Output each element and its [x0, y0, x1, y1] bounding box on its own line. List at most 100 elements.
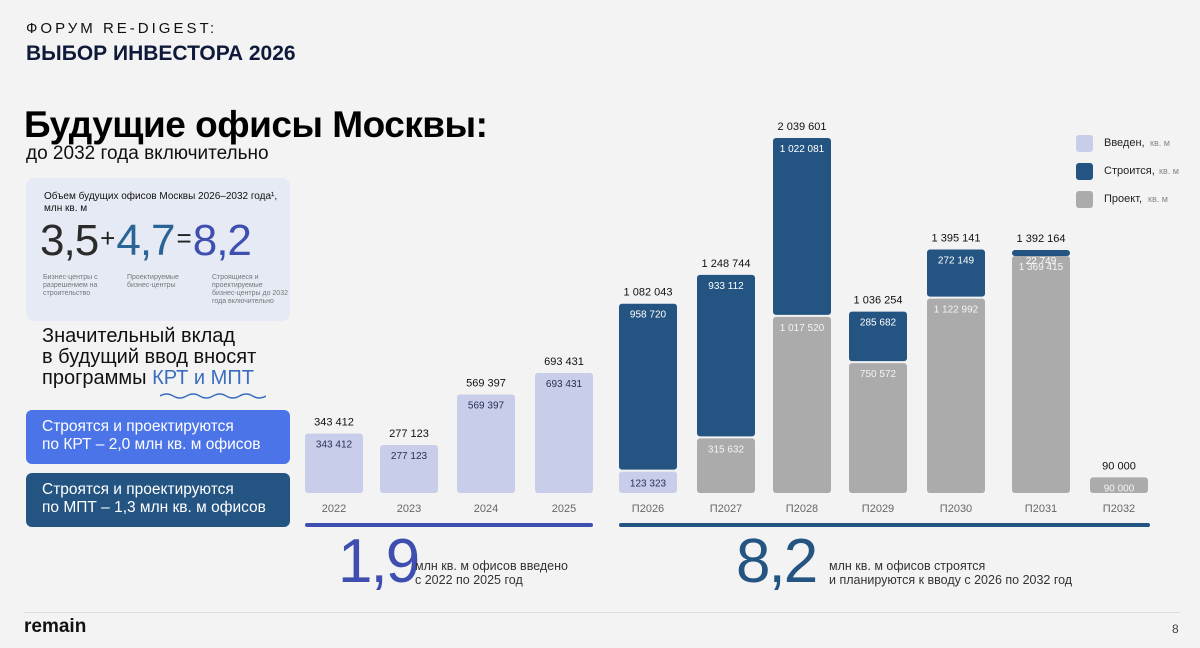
period-line-planned [619, 523, 1150, 527]
page-number: 8 [1172, 622, 1179, 636]
bar-строится-П2030 [927, 249, 985, 297]
contribution-line-3: программы КРТ и МПТ [42, 368, 256, 389]
bar-проект-П2032 [1090, 477, 1148, 493]
legend-swatch-project [1076, 191, 1093, 208]
total-label-2025: 693 431 [544, 356, 584, 368]
volume-caption-total: Строящиеся и проектируемые бизнес-центры… [212, 274, 288, 305]
remain-logo: remain [24, 616, 87, 637]
legend-label-project: Проект, [1104, 193, 1143, 205]
bar-label-П2032-1: 90 000 [1104, 483, 1135, 494]
bar-введен-П2026 [619, 471, 677, 493]
category-label-П2032: П2032 [1103, 503, 1135, 515]
mpt-pill: Строятся и проектируются по МПТ – 1,3 мл… [26, 473, 290, 527]
volume-caption-permits: Бизнес-центры с разрешением на строитель… [43, 274, 98, 297]
legend-swatch-built [1076, 135, 1093, 152]
total-label-2022: 343 412 [314, 417, 354, 429]
summary-left-line-1: млн кв. м офисов введено [415, 559, 568, 573]
bar-label-2025-0: 693 431 [546, 379, 583, 390]
legend-item-construction: Строится, кв. м [1076, 163, 1196, 191]
summary-right-line-1: млн кв. м офисов строятся [829, 559, 986, 573]
bar-label-П2030-1: 1 122 992 [934, 305, 979, 316]
bar-проект-П2027 [697, 438, 755, 493]
legend-unit-built: кв. м [1150, 138, 1170, 148]
mpt-pill-line-2: по МПТ – 1,3 млн кв. м офисов [42, 499, 266, 516]
bar-label-П2026-2: 958 720 [630, 310, 667, 321]
equals-sign: = [176, 223, 192, 253]
bar-label-П2028-1: 1 017 520 [780, 323, 825, 334]
summary-right-text: млн кв. м офисов строятся и планируются … [829, 559, 1072, 587]
summary-right-line-2: и планируются к вводу с 2026 по 2032 год [829, 573, 1073, 587]
volume-value-total: 8,2 [192, 216, 252, 265]
total-label-П2029: 1 036 254 [854, 295, 903, 307]
volume-card-unit: млн кв. м [44, 203, 88, 214]
category-label-2023: 2023 [397, 503, 421, 515]
category-label-2025: 2025 [552, 503, 576, 515]
bar-label-П2027-2: 933 112 [708, 281, 744, 292]
legend-label-construction: Строится, [1104, 165, 1155, 177]
krt-pill: Строятся и проектируются по КРТ – 2,0 мл… [26, 410, 290, 464]
bar-строится-П2028 [773, 138, 831, 315]
legend-item-built: Введен, кв. м [1076, 135, 1196, 163]
category-label-П2029: П2029 [862, 503, 894, 515]
bar-проект-П2031 [1012, 255, 1070, 493]
summary-left-text: млн кв. м офисов введено с 2022 по 2025 … [415, 559, 568, 587]
bar-введен-2024 [457, 394, 515, 493]
volume-value-permits: 3,5 [40, 216, 99, 265]
total-label-П2031: 1 392 164 [1017, 233, 1066, 245]
category-label-П2027: П2027 [710, 503, 742, 515]
volume-value-projected: 4,7 [116, 216, 175, 265]
bar-label-П2027-1: 315 632 [708, 444, 745, 455]
bar-label-П2029-1: 750 572 [860, 369, 897, 380]
krt-pill-line-1: Строятся и проектируются [42, 418, 234, 435]
total-label-2023: 277 123 [389, 428, 429, 440]
contribution-prefix: программы [42, 367, 153, 389]
bar-label-П2026-0: 123 323 [630, 478, 667, 489]
bar-label-П2031-2: 22 749 [1026, 256, 1057, 267]
category-label-П2028: П2028 [786, 503, 818, 515]
legend-item-project: Проект, кв. м [1076, 191, 1196, 219]
bar-введен-2023 [380, 445, 438, 493]
summary-right-value: 8,2 [736, 527, 818, 596]
legend-unit-project: кв. м [1148, 194, 1168, 204]
bar-строится-П2029 [849, 311, 907, 362]
footer-divider [24, 612, 1180, 613]
total-label-П2026: 1 082 043 [624, 287, 673, 299]
page-subtitle: до 2032 года включительно [26, 143, 269, 164]
category-label-П2031: П2031 [1025, 503, 1057, 515]
contribution-highlight: КРТ и МПТ [152, 367, 254, 389]
total-label-П2030: 1 395 141 [932, 233, 981, 245]
bar-label-П2030-2: 272 149 [938, 256, 975, 267]
category-label-2024: 2024 [474, 503, 498, 515]
page-title: Будущие офисы Москвы: [24, 104, 488, 145]
legend-unit-construction: кв. м [1159, 166, 1179, 176]
wave-underline-icon [160, 393, 266, 399]
bar-строится-П2027 [697, 274, 755, 437]
bar-label-2023-0: 277 123 [391, 451, 428, 462]
category-label-2022: 2022 [322, 503, 346, 515]
bar-введен-2025 [535, 372, 593, 493]
mpt-pill-line-1: Строятся и проектируются [42, 481, 234, 498]
volume-card-title-text: Объем будущих офисов Москвы 2026–2032 го… [44, 191, 278, 202]
bar-label-П2031-1: 1 369 415 [1019, 262, 1064, 273]
bar-label-2022-0: 343 412 [316, 440, 353, 451]
total-label-П2032: 90 000 [1102, 460, 1136, 472]
bar-label-П2028-2: 1 022 081 [780, 144, 825, 155]
summary-left-value: 1,9 [338, 527, 420, 596]
legend-label-built: Введен, [1104, 137, 1145, 149]
total-label-2024: 569 397 [466, 377, 506, 389]
bar-label-2024-0: 569 397 [468, 400, 505, 411]
bar-строится-П2031 [1012, 250, 1070, 257]
bar-проект-П2030 [927, 298, 985, 493]
period-line-built [305, 523, 593, 527]
volume-card: Объем будущих офисов Москвы 2026–2032 го… [26, 178, 290, 321]
volume-card-title: Объем будущих офисов Москвы 2026–2032 го… [44, 191, 284, 215]
bar-строится-П2026 [619, 303, 677, 470]
bar-введен-2022 [305, 433, 363, 493]
category-label-П2030: П2030 [940, 503, 972, 515]
volume-caption-projected: Проектируемые бизнес-центры [127, 274, 179, 289]
volume-equation: 3,5+4,7=8,2 [40, 216, 252, 266]
krt-pill-line-2: по КРТ – 2,0 млн кв. м офисов [42, 436, 261, 453]
bar-label-П2029-2: 285 682 [860, 318, 897, 329]
contribution-line-2: в будущий ввод вносят [42, 346, 257, 368]
